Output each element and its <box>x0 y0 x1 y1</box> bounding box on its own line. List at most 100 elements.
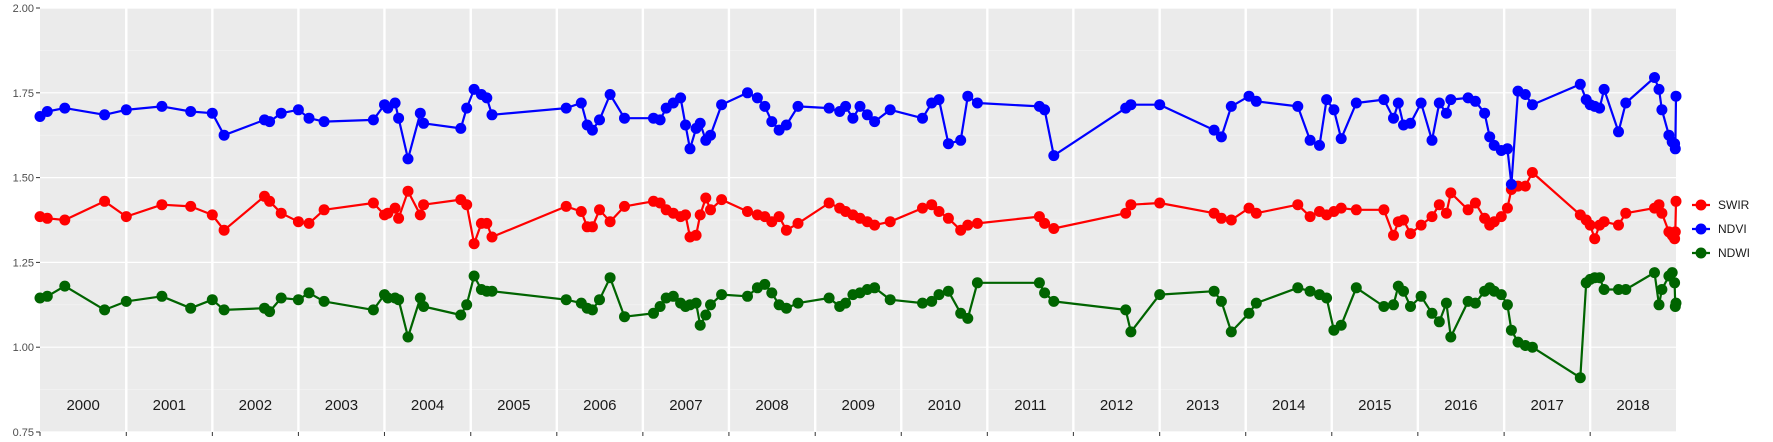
y-tick-label: 0.75 <box>13 427 34 439</box>
year-label: 2007 <box>669 397 702 414</box>
data-point <box>1656 284 1668 295</box>
data-point <box>594 204 605 216</box>
data-point <box>1120 207 1132 219</box>
data-point <box>402 153 414 165</box>
data-point <box>1589 233 1601 245</box>
data-point <box>575 206 587 217</box>
data-point <box>1594 102 1606 114</box>
y-tick-label: 1.50 <box>13 173 34 185</box>
data-point <box>1292 282 1304 294</box>
data-point <box>1392 97 1404 109</box>
data-point <box>1574 372 1586 384</box>
data-point <box>1445 187 1457 199</box>
data-point <box>962 219 974 231</box>
data-point <box>1388 229 1399 241</box>
data-point <box>759 278 771 290</box>
data-point <box>1033 277 1045 289</box>
data-point <box>1039 217 1051 229</box>
data-point <box>667 290 679 302</box>
data-point <box>971 97 983 109</box>
year-label: 2002 <box>239 397 272 414</box>
year-label: 2000 <box>66 397 99 414</box>
data-point <box>59 280 71 292</box>
data-point <box>690 297 702 309</box>
data-point <box>1225 326 1237 338</box>
data-point <box>594 114 605 126</box>
data-point <box>694 117 706 129</box>
data-point <box>680 209 691 221</box>
data-point <box>933 289 945 301</box>
data-point <box>1519 89 1531 100</box>
data-point <box>481 92 493 104</box>
data-point <box>690 229 702 241</box>
data-point <box>1125 326 1137 338</box>
data-point <box>367 114 379 126</box>
data-point <box>884 216 896 228</box>
data-point <box>1479 107 1491 119</box>
data-point <box>318 204 330 216</box>
legend-dot <box>1695 223 1707 235</box>
data-point <box>884 104 896 116</box>
data-point <box>264 116 276 128</box>
data-point <box>218 129 230 141</box>
data-point <box>1620 97 1632 109</box>
data-point <box>99 195 111 207</box>
data-point <box>455 122 467 134</box>
data-point <box>675 92 687 104</box>
data-point <box>823 197 835 209</box>
data-point <box>1208 285 1220 297</box>
data-point <box>1501 202 1513 214</box>
data-point <box>455 309 467 321</box>
data-point <box>1670 195 1682 207</box>
data-point <box>367 304 379 316</box>
data-point <box>823 292 835 304</box>
data-point <box>840 100 852 112</box>
y-tick-label: 2.00 <box>13 3 34 15</box>
data-point <box>971 277 983 289</box>
data-point <box>1378 301 1390 312</box>
data-point <box>792 100 804 112</box>
data-point <box>414 292 426 304</box>
data-point <box>1495 289 1507 301</box>
data-point <box>1598 284 1610 295</box>
data-point <box>1469 197 1481 209</box>
data-point <box>318 295 330 307</box>
year-label: 2010 <box>928 397 961 414</box>
data-point <box>1620 284 1632 295</box>
data-point <box>461 102 473 114</box>
data-point <box>156 199 168 211</box>
data-point <box>1304 134 1316 146</box>
data-point <box>1666 267 1678 279</box>
data-point <box>700 309 712 321</box>
data-point <box>1653 299 1665 311</box>
data-point <box>604 272 616 284</box>
data-point <box>1292 199 1304 211</box>
data-point <box>1154 289 1166 301</box>
data-point <box>1426 134 1438 146</box>
year-label: 2008 <box>755 397 788 414</box>
year-label: 2018 <box>1616 397 1649 414</box>
data-point <box>884 294 896 306</box>
year-labels: 2000 2001 2002 2003 2004 2005 2006 2007 2008 2009… <box>66 397 1649 414</box>
data-point <box>1321 292 1333 304</box>
data-point <box>604 89 616 100</box>
data-point <box>264 195 276 207</box>
data-point <box>773 211 785 223</box>
data-point <box>942 138 954 150</box>
data-point <box>1350 282 1362 294</box>
data-point <box>414 209 426 221</box>
data-point <box>1328 104 1340 116</box>
data-point <box>468 238 480 250</box>
data-point <box>303 112 315 124</box>
data-point <box>1314 139 1325 151</box>
data-point <box>1388 299 1399 311</box>
data-point <box>1215 212 1227 224</box>
data-point <box>869 282 881 294</box>
data-point <box>218 224 230 236</box>
data-point <box>716 289 728 301</box>
data-point <box>716 99 728 111</box>
data-point <box>1649 72 1660 83</box>
data-point <box>1594 272 1606 284</box>
data-point <box>840 297 852 309</box>
grid-lines <box>40 7 1676 433</box>
